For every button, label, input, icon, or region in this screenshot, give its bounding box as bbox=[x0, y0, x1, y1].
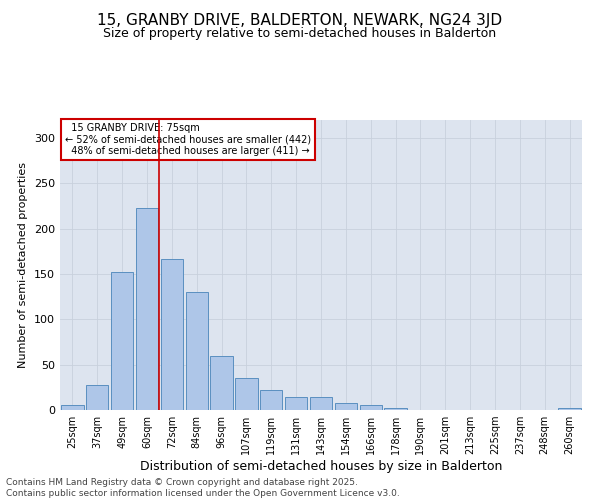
X-axis label: Distribution of semi-detached houses by size in Balderton: Distribution of semi-detached houses by … bbox=[140, 460, 502, 473]
Bar bbox=[136, 208, 158, 410]
Bar bbox=[359, 404, 382, 410]
Bar bbox=[111, 272, 133, 410]
Bar bbox=[86, 384, 109, 410]
Bar bbox=[211, 356, 233, 410]
Bar bbox=[385, 408, 407, 410]
Bar bbox=[310, 398, 332, 410]
Text: 15 GRANBY DRIVE: 75sqm
← 52% of semi-detached houses are smaller (442)
  48% of : 15 GRANBY DRIVE: 75sqm ← 52% of semi-det… bbox=[65, 123, 311, 156]
Bar bbox=[61, 406, 83, 410]
Bar bbox=[559, 408, 581, 410]
Bar bbox=[285, 398, 307, 410]
Text: 15, GRANBY DRIVE, BALDERTON, NEWARK, NG24 3JD: 15, GRANBY DRIVE, BALDERTON, NEWARK, NG2… bbox=[97, 12, 503, 28]
Text: Contains HM Land Registry data © Crown copyright and database right 2025.
Contai: Contains HM Land Registry data © Crown c… bbox=[6, 478, 400, 498]
Y-axis label: Number of semi-detached properties: Number of semi-detached properties bbox=[19, 162, 28, 368]
Bar bbox=[335, 403, 357, 410]
Bar bbox=[260, 390, 283, 410]
Bar bbox=[185, 292, 208, 410]
Bar bbox=[161, 258, 183, 410]
Text: Size of property relative to semi-detached houses in Balderton: Size of property relative to semi-detach… bbox=[103, 28, 497, 40]
Bar bbox=[235, 378, 257, 410]
